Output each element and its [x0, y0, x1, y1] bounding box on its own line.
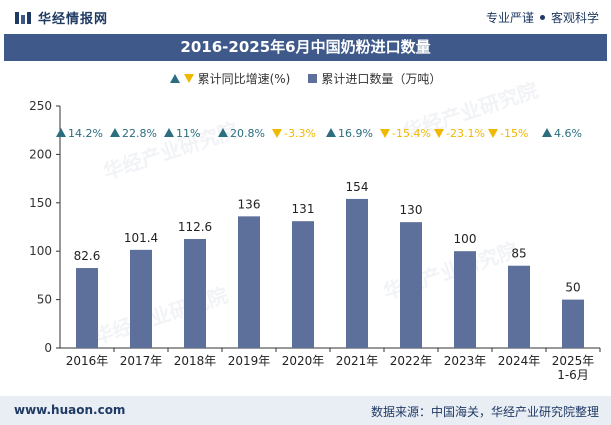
footer: www.huaon.com 数据来源：中国海关，华经产业研究院整理 — [0, 396, 611, 425]
y-tick-label: 150 — [29, 196, 52, 210]
growth-down-marker — [488, 129, 498, 138]
bar — [346, 198, 368, 348]
x-tick-label: 1-6月 — [557, 368, 589, 382]
bar-value-label: 112.6 — [178, 220, 212, 234]
tagline: 专业严谨 客观科学 — [486, 9, 599, 26]
bar-value-label: 50 — [565, 281, 580, 295]
growth-up-marker — [218, 128, 228, 137]
growth-up-marker — [110, 128, 120, 137]
y-tick-label: 100 — [29, 244, 52, 258]
legend-swatch-volume — [308, 74, 318, 83]
triangle-down-icon — [183, 74, 194, 83]
x-tick-label: 2021年 — [336, 354, 379, 368]
x-tick-label: 2022年 — [390, 354, 433, 368]
x-tick-label: 2016年 — [66, 354, 109, 368]
growth-up-marker — [542, 128, 552, 137]
growth-down-marker — [272, 129, 282, 138]
growth-label: -15.4% — [392, 127, 431, 140]
chart-legend: 累计同比增速(%) 累计进口数量（万吨） — [0, 70, 611, 87]
bar — [454, 251, 476, 348]
bar-value-label: 100 — [454, 232, 477, 246]
data-source: 数据来源：中国海关，华经产业研究院整理 — [370, 405, 599, 419]
y-tick-label: 0 — [44, 341, 52, 355]
bar — [292, 221, 314, 348]
growth-up-marker — [326, 128, 336, 137]
triangle-up-icon — [169, 74, 180, 83]
bar-value-label: 101.4 — [124, 231, 158, 245]
growth-label: -23.1% — [446, 127, 485, 140]
bar — [508, 265, 530, 348]
legend-item-volume: 累计进口数量（万吨） — [308, 70, 441, 87]
bar-value-label: 82.6 — [74, 249, 101, 263]
growth-label: -3.3% — [284, 127, 316, 140]
tagline-right: 客观科学 — [550, 11, 599, 25]
growth-label: 11% — [176, 127, 200, 140]
bar-value-label: 131 — [292, 202, 315, 216]
growth-up-marker — [164, 128, 174, 137]
bar-value-label: 136 — [238, 197, 261, 211]
tagline-left: 专业严谨 — [485, 11, 534, 25]
y-tick-label: 50 — [37, 293, 52, 307]
website-link[interactable]: www.huaon.com — [14, 403, 126, 417]
y-tick-label: 250 — [29, 99, 52, 113]
x-tick-label: 2018年 — [174, 354, 217, 368]
bar-value-label: 154 — [346, 180, 369, 194]
growth-label: 20.8% — [230, 127, 265, 140]
bar-chart: 0 50 100 150 200 250 82.6 2016年 14.2% 101.4 2017年 2… — [29, 99, 601, 382]
x-tick-label: 2019年 — [228, 354, 271, 368]
legend-label-volume: 累计进口数量（万吨） — [321, 72, 442, 86]
bar — [184, 239, 206, 348]
x-tick-label: 2020年 — [282, 354, 325, 368]
growth-label: 14.2% — [68, 127, 103, 140]
brand[interactable]: 华经情报网 — [14, 8, 108, 27]
growth-label: 4.6% — [554, 127, 582, 140]
x-tick-label: 2023年 — [444, 354, 487, 368]
x-tick-label: 2025年 — [552, 354, 595, 368]
bar — [238, 216, 260, 348]
chart-title: 2016-2025年6月中国奶粉进口数量 — [4, 34, 607, 61]
bar-value-label: 85 — [511, 247, 526, 261]
legend-label-growth: 累计同比增速(%) — [197, 72, 291, 86]
bar — [562, 299, 584, 348]
growth-down-marker — [380, 129, 390, 138]
x-tick-label: 2024年 — [498, 354, 541, 368]
separator-dot-icon — [539, 15, 545, 20]
growth-up-marker — [56, 128, 66, 137]
growth-label: 16.9% — [338, 127, 373, 140]
bar — [76, 268, 98, 348]
x-tick-label: 2017年 — [120, 354, 163, 368]
growth-down-marker — [434, 129, 444, 138]
logo-icon — [15, 11, 31, 24]
growth-label: -15% — [500, 127, 528, 140]
legend-item-growth: 累计同比增速(%) — [169, 70, 291, 87]
y-tick-label: 200 — [29, 147, 52, 161]
bar — [130, 249, 152, 348]
top-bar: 华经情报网 专业严谨 客观科学 — [0, 0, 611, 34]
brand-name: 华经情报网 — [38, 12, 109, 27]
bar — [400, 222, 422, 348]
bar-value-label: 130 — [400, 203, 423, 217]
growth-label: 22.8% — [122, 127, 157, 140]
